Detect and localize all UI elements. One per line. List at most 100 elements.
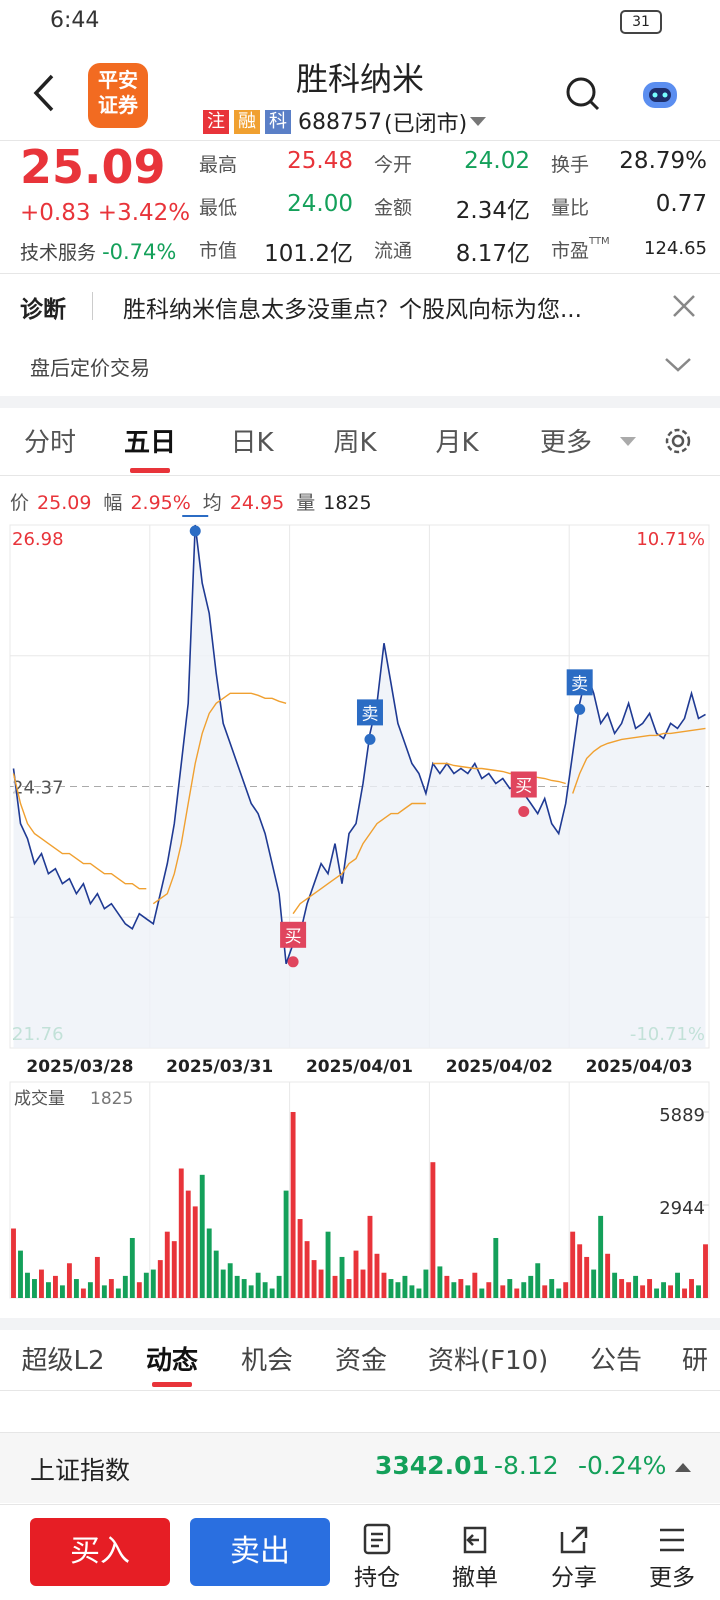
volume-bar [178, 1168, 184, 1298]
index-change: -8.12 [494, 1451, 559, 1480]
volume-tick-label: 5889 [659, 1105, 705, 1126]
volume-bar [248, 1285, 254, 1298]
info-label: 量 [296, 492, 316, 514]
x-tick-label: 2025/04/03 [586, 1057, 693, 1077]
volume-bar [276, 1275, 282, 1298]
spacer [0, 1318, 720, 1330]
volume-bar [647, 1279, 653, 1298]
signal-label: 卖 [187, 515, 204, 516]
volume-bar [535, 1263, 541, 1298]
volume-bar [241, 1279, 247, 1298]
stat-value: 124.65 [644, 238, 707, 259]
volume-bar [556, 1288, 562, 1298]
x-tick-label: 2025/03/28 [26, 1057, 133, 1077]
assistant-button[interactable] [640, 76, 680, 110]
volume-bar [381, 1272, 387, 1298]
tool-icon[interactable] [556, 1522, 592, 1556]
arrow [675, 1463, 691, 1472]
tool-icon[interactable] [359, 1522, 395, 1556]
volume-bar [563, 1282, 569, 1298]
bottom-tab[interactable]: 机会 [240, 1346, 293, 1376]
tool-label[interactable]: 持仓 [354, 1565, 400, 1591]
volume-bar [486, 1282, 492, 1298]
volume-bar [255, 1272, 261, 1298]
tool-icon[interactable] [654, 1522, 690, 1556]
volume-bar [339, 1256, 345, 1298]
volume-bar [192, 1206, 198, 1298]
volume-bar [234, 1275, 240, 1298]
y-tick-label: 24.37 [12, 778, 64, 799]
stat-label: 最低 [199, 193, 237, 220]
volume-tick-label: 2944 [659, 1198, 705, 1219]
volume-bar [654, 1288, 660, 1298]
chart: 26.9824.3721.7610.71%-10.71%2025/03/2820… [9, 515, 710, 1299]
tab[interactable]: 日K [230, 428, 274, 458]
dropdown[interactable] [469, 116, 487, 128]
back-button[interactable] [30, 72, 60, 114]
bottom-tab[interactable]: 公告 [589, 1346, 642, 1376]
volume-bar [661, 1282, 667, 1298]
tab[interactable]: 五日 [123, 428, 176, 458]
stat-label-text: 最低 [199, 197, 238, 219]
volume-bar [304, 1241, 310, 1298]
expand-button[interactable] [664, 356, 692, 374]
after-hours[interactable]: 盘后定价交易 [30, 356, 150, 380]
buy-button[interactable]: 买入 [30, 1518, 170, 1586]
average-line [12, 773, 147, 890]
close-button[interactable] [672, 294, 696, 318]
volume-bar [206, 1228, 212, 1298]
tool-icon[interactable] [457, 1522, 493, 1556]
price: 25.09 [20, 140, 166, 194]
stat-label-text: 换手 [551, 154, 590, 176]
search-button[interactable] [565, 76, 601, 112]
diagnosis-text[interactable]: 胜科纳米信息太多没重点？个股风向标为您... [123, 297, 582, 323]
bottom-tab[interactable]: 超级L2 [21, 1346, 105, 1376]
stat-label: 换手 [551, 150, 589, 177]
average-line [572, 727, 706, 794]
bottom-tab[interactable]: 资金 [334, 1346, 387, 1376]
volume-bar [374, 1253, 380, 1298]
x-tick-label: 2025/04/01 [306, 1057, 413, 1077]
x-tick-label: 2025/04/02 [446, 1057, 553, 1077]
volume-bar [18, 1250, 23, 1298]
volume-bar [332, 1275, 338, 1298]
spacer [0, 396, 720, 408]
stat-label-text: 最高 [199, 154, 238, 176]
tool-label[interactable]: 撤单 [452, 1565, 498, 1591]
divider [0, 1504, 720, 1505]
sector: 技术服务 -0.74% [20, 238, 176, 265]
volume-bar [360, 1269, 366, 1298]
volume-bar [605, 1253, 611, 1298]
tool-label[interactable]: 更多 [649, 1565, 695, 1591]
bottom-tab[interactable]: 动态 [145, 1346, 198, 1376]
tab[interactable]: 分时 [23, 428, 76, 458]
volume-value: 1825 [90, 1089, 133, 1109]
bottom-tab[interactable]: 研 [681, 1346, 708, 1376]
volume-bar [612, 1272, 618, 1298]
index-bar[interactable]: 上证指数 3342.01 -8.12 -0.24% [0, 1432, 720, 1503]
volume-bar [528, 1275, 534, 1298]
divider [0, 273, 720, 274]
volume-bar [598, 1215, 604, 1298]
volume-bar [465, 1285, 471, 1298]
volume-bar [633, 1275, 639, 1298]
volume-bar [584, 1256, 590, 1298]
tab[interactable]: 周K [333, 428, 377, 458]
tab[interactable]: 月K [435, 428, 479, 458]
volume-bar [500, 1285, 506, 1298]
sector-name: 技术服务 [20, 242, 97, 264]
volume-bar [353, 1250, 359, 1298]
volume-bar [395, 1282, 401, 1298]
tab[interactable]: 更多 [539, 428, 592, 458]
volume-bar [521, 1282, 527, 1298]
bottom-tab[interactable]: 资料(F10) [428, 1346, 549, 1376]
sell-button[interactable]: 卖出 [190, 1518, 330, 1586]
volume-bar [472, 1272, 478, 1298]
volume-bar [115, 1288, 121, 1298]
settings-button[interactable] [662, 425, 694, 457]
tool-label[interactable]: 分享 [551, 1565, 597, 1591]
volume-bar [185, 1190, 191, 1298]
volume-area [9, 1081, 710, 1299]
volume-bar [136, 1282, 142, 1298]
signal-label: 卖 [571, 674, 588, 694]
